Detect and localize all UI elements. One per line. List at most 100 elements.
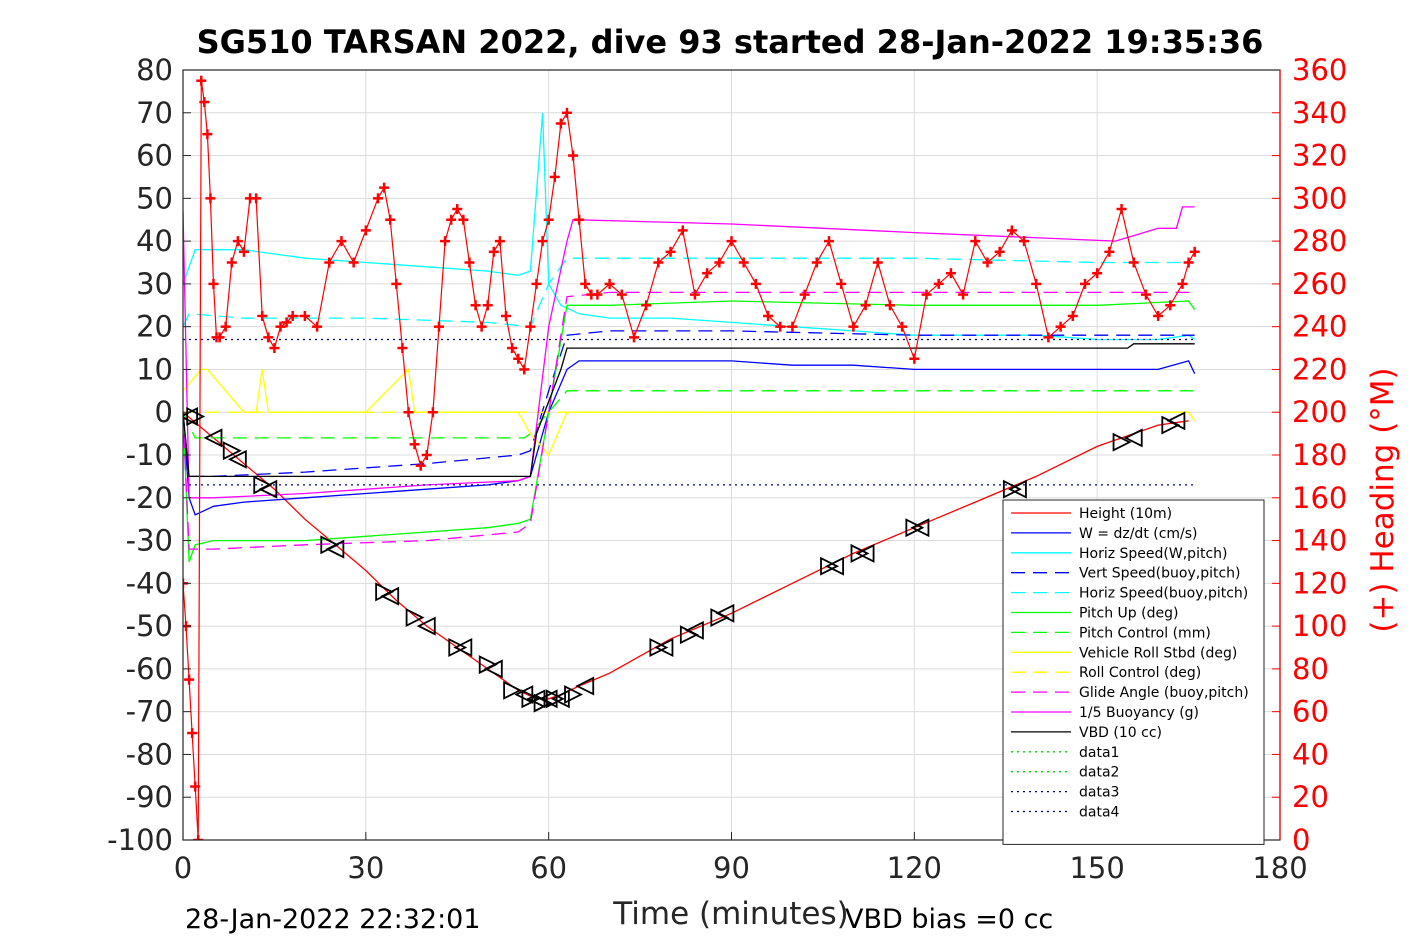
waypoint-marker [526, 689, 546, 709]
heading-point [196, 75, 207, 86]
heading-point [945, 268, 956, 279]
heading-point [738, 257, 749, 268]
footer-timestamp: 28-Jan-2022 22:32:01 [185, 904, 481, 935]
heading-point [592, 289, 603, 300]
waypoint-marker [405, 608, 425, 628]
heading-point [427, 407, 438, 418]
heading-point [232, 236, 243, 247]
series-line-3 [183, 330, 1195, 478]
heading-point [446, 214, 457, 225]
heading-trace [183, 80, 1196, 840]
waypoint-marker [514, 685, 534, 705]
heading-point [269, 343, 280, 354]
heading-point [494, 236, 505, 247]
heading-point [482, 300, 493, 311]
waypoint-marker [1007, 479, 1027, 499]
y-right-tick-label: 320 [1292, 139, 1347, 173]
heading-point [220, 321, 231, 332]
heading-point [714, 257, 725, 268]
heading-point [848, 321, 859, 332]
waypoint-marker [503, 680, 523, 700]
heading-point [799, 289, 810, 300]
legend-entry: Horiz Speed(buoy,pitch) [1079, 586, 1248, 602]
heading-point [921, 289, 932, 300]
waypoint-marker [684, 620, 704, 640]
heading-point [379, 182, 390, 193]
waypoint-marker [564, 685, 584, 705]
y-tick-label: -100 [107, 823, 173, 857]
heading-point [263, 332, 274, 343]
legend-entry: Vehicle Roll Stbd (deg) [1079, 645, 1237, 661]
series-line-10 [183, 206, 1195, 499]
y-right-tick-label: 180 [1292, 438, 1347, 472]
x-tick-label: 0 [174, 851, 192, 885]
heading-point [543, 214, 554, 225]
footer-vbd-bias: VBD bias =0 cc [845, 904, 1053, 935]
heading-point [549, 171, 560, 182]
heading-point [702, 268, 713, 279]
series-line-2 [183, 112, 1196, 341]
heading-point [199, 97, 210, 108]
heading-point [397, 343, 408, 354]
legend-entry: Horiz Speed(W,pitch) [1079, 546, 1227, 562]
series-line-9 [183, 291, 1195, 550]
y-right-tick-label: 140 [1292, 524, 1347, 558]
waypoint-marker [258, 479, 278, 499]
heading-point [884, 300, 895, 311]
legend: Height (10m) W = dz/dt (cm/s) Horiz Speed(… [1002, 499, 1265, 845]
heading-point [226, 257, 237, 268]
heading-point [970, 236, 981, 247]
waypoint-marker [910, 518, 930, 538]
waypoint-marker [905, 518, 925, 538]
heading-point [452, 204, 463, 215]
heading-point [348, 257, 359, 268]
legend-entry: Vert Speed(buoy,pitch) [1079, 566, 1241, 582]
waypoint-marker [575, 676, 595, 696]
series-line-4 [183, 257, 1195, 328]
waypoint-marker [521, 689, 541, 709]
waypoint-marker [715, 603, 735, 623]
heading-point [982, 257, 993, 268]
waypoint-marker [850, 543, 870, 563]
waypoint-marker [825, 556, 845, 576]
heading-point [574, 214, 585, 225]
heading-point [421, 450, 432, 460]
heading-point [205, 193, 216, 204]
y-right-tick-label: 60 [1292, 695, 1329, 729]
heading-point [726, 236, 737, 247]
waypoint-marker [820, 556, 840, 576]
y-tick-label: -30 [126, 524, 173, 558]
y-tick-label: 60 [136, 139, 173, 173]
waypoint-marker [855, 543, 875, 563]
heading-point [1128, 257, 1139, 268]
axes-frame [182, 69, 1281, 841]
heading-point [373, 193, 384, 204]
heading-point [580, 278, 591, 289]
heading-point [507, 343, 518, 354]
y-tick-label: -10 [126, 438, 173, 472]
heading-point [458, 214, 469, 225]
y-right-tick-label: 40 [1292, 737, 1329, 771]
legend-entry: VBD (10 cc) [1079, 725, 1162, 741]
y-right-tick-label: 280 [1292, 224, 1347, 258]
heading-point [531, 278, 542, 289]
y-right-tick-label: 20 [1292, 780, 1329, 814]
y-tick-label: 50 [136, 181, 173, 215]
x-tick-label: 150 [1069, 851, 1124, 885]
y-tick-label: 10 [136, 352, 173, 386]
heading-point [1116, 204, 1127, 215]
legend-entry: data3 [1079, 785, 1119, 801]
y-right-tick-label: 120 [1292, 566, 1347, 600]
waypoint-marker [222, 441, 242, 461]
heading-point [775, 321, 786, 332]
heading-point [403, 407, 414, 418]
x-tick-label: 30 [347, 851, 384, 885]
heading-point [909, 353, 920, 364]
heading-point [994, 246, 1005, 257]
y-tick-label: -20 [126, 481, 173, 515]
heading-point [187, 728, 198, 739]
x-tick-label: 60 [530, 851, 567, 885]
heading-point [836, 278, 847, 289]
x-tick-label: 90 [713, 851, 750, 885]
waypoint-marker [227, 449, 247, 469]
